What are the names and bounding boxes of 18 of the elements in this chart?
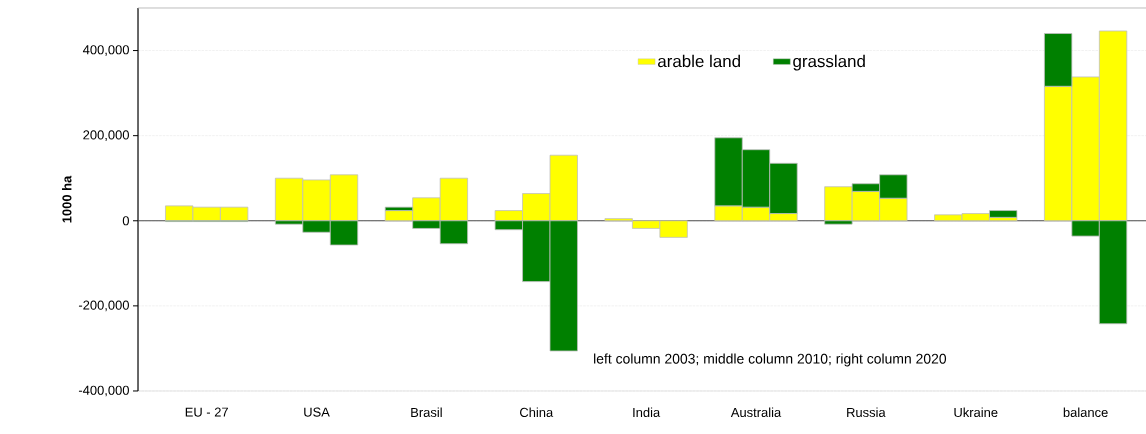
x-tick-label: balance bbox=[1063, 407, 1108, 418]
x-tick-label: Ukraine bbox=[954, 407, 998, 418]
annotation: left column 2003; middle column 2010; right column 2020 bbox=[594, 353, 947, 367]
x-tick-label: Russia bbox=[847, 407, 886, 418]
x-tick-label: India bbox=[633, 407, 661, 418]
x-tick-label: China bbox=[520, 407, 554, 418]
y-axis-title: 1000 ha bbox=[62, 175, 72, 223]
y-tick-label: 400,000 bbox=[82, 45, 129, 56]
y-tick-label: 200,000 bbox=[83, 130, 129, 142]
x-tick-label: Australia bbox=[730, 407, 782, 418]
y-tick-label: -200,000 bbox=[78, 300, 129, 312]
legend-label: arable land bbox=[658, 54, 740, 68]
y-tick-label: -400,000 bbox=[78, 385, 129, 397]
y-tick-label: 0 bbox=[122, 216, 129, 226]
x-tick-label: Brasil bbox=[411, 407, 442, 418]
x-tick-label: USA bbox=[304, 407, 330, 417]
x-tick-label: EU - 27 bbox=[185, 407, 228, 417]
legend-label: grassland bbox=[793, 54, 865, 71]
